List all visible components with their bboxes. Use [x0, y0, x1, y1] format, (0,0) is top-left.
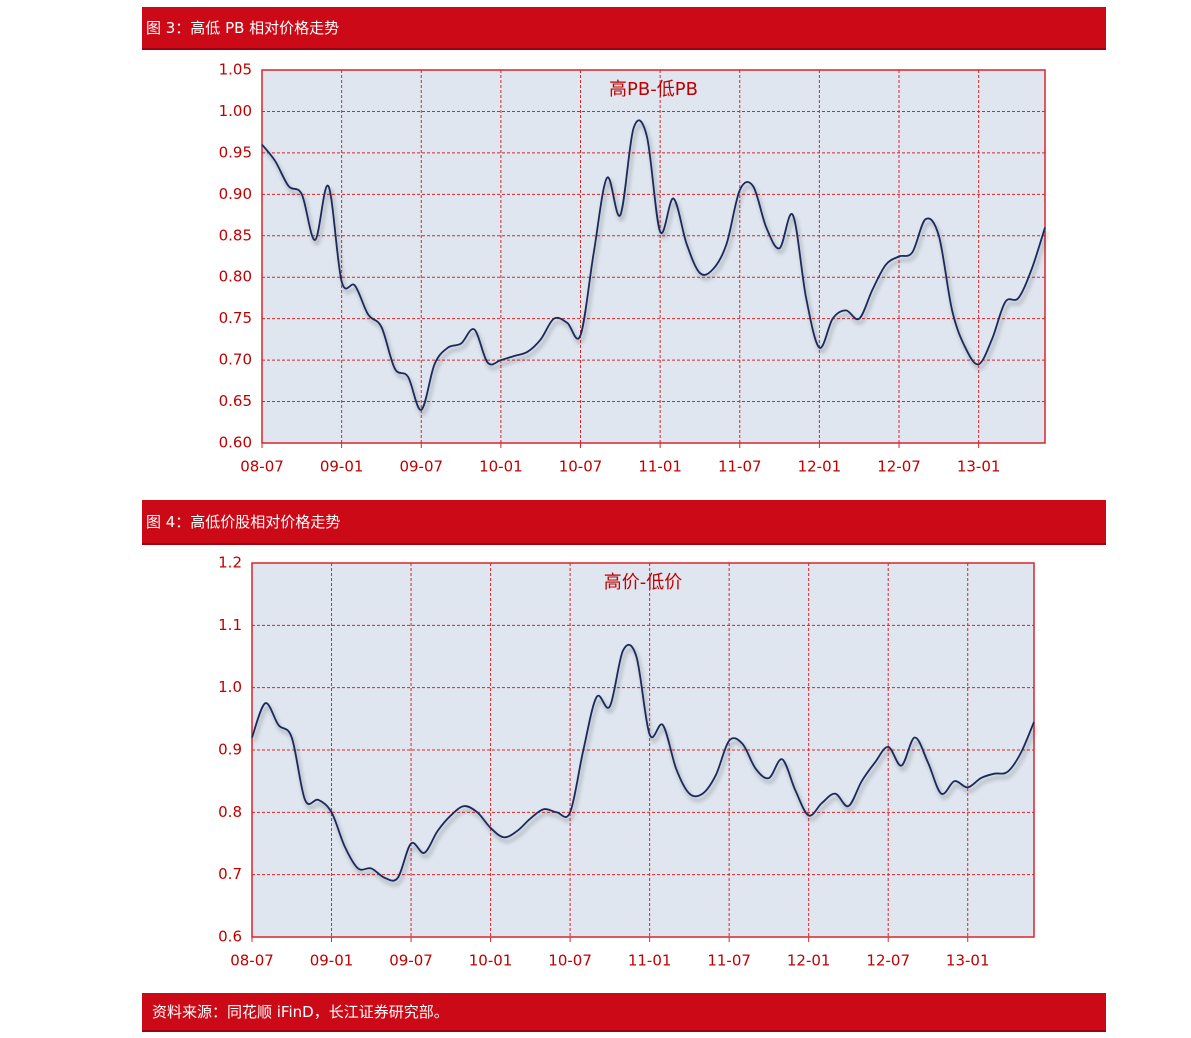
- figure-caption: 图 4：高低价股相对价格走势: [142, 500, 1106, 545]
- y-tick-label: 1.00: [219, 102, 252, 120]
- y-tick-label: 0.60: [219, 434, 252, 452]
- y-tick-label: 0.9: [218, 741, 242, 759]
- x-tick-label: 10-01: [479, 458, 523, 476]
- x-tick-label: 09-01: [320, 458, 364, 476]
- y-tick-label: 0.6: [218, 928, 242, 946]
- plot-area: [262, 70, 1045, 443]
- x-tick-label: 12-07: [866, 952, 910, 970]
- data-line: [251, 643, 1035, 882]
- y-tick-label: 0.65: [219, 392, 252, 410]
- x-tick-label: 13-01: [957, 458, 1001, 476]
- plot-border: [261, 69, 1046, 444]
- y-tick-label: 1.0: [218, 678, 242, 696]
- x-tick-label: 12-01: [798, 458, 842, 476]
- x-tick-label: 09-07: [389, 952, 433, 970]
- x-tick-label: 10-07: [548, 952, 592, 970]
- y-tick-label: 0.70: [219, 351, 252, 369]
- x-tick-label: 12-07: [877, 458, 921, 476]
- x-tick-label: 13-01: [946, 952, 990, 970]
- x-tick-label: 10-07: [559, 458, 603, 476]
- y-tick-label: 1.05: [219, 61, 252, 79]
- y-tick-label: 0.8: [218, 803, 242, 821]
- x-tick-label: 11-07: [707, 952, 751, 970]
- plot-border: [251, 562, 1035, 938]
- y-tick-label: 0.85: [219, 226, 252, 244]
- y-tick-label: 0.90: [219, 185, 252, 203]
- source-note: 资料来源：同花顺 iFinD，长江证券研究部。: [142, 993, 1106, 1032]
- x-tick-label: 12-01: [787, 952, 831, 970]
- y-tick-label: 0.80: [219, 268, 252, 286]
- x-tick-label: 09-07: [399, 458, 443, 476]
- x-tick-label: 10-01: [469, 952, 513, 970]
- chart-title: 高PB-低PB: [609, 79, 698, 100]
- y-tick-label: 0.75: [219, 309, 252, 327]
- data-line: [261, 119, 1046, 411]
- y-tick-label: 1.2: [218, 554, 242, 572]
- x-tick-label: 11-01: [638, 458, 682, 476]
- x-tick-label: 09-01: [310, 952, 354, 970]
- y-tick-label: 0.7: [218, 865, 242, 883]
- x-tick-label: 11-01: [628, 952, 672, 970]
- x-tick-label: 11-07: [718, 458, 762, 476]
- x-tick-label: 08-07: [230, 952, 274, 970]
- chart-title: 高价-低价: [604, 572, 683, 593]
- x-tick-label: 08-07: [240, 458, 284, 476]
- figure-caption: 图 3：高低 PB 相对价格走势: [142, 7, 1106, 50]
- y-tick-label: 0.95: [219, 143, 252, 161]
- y-tick-label: 1.1: [218, 616, 242, 634]
